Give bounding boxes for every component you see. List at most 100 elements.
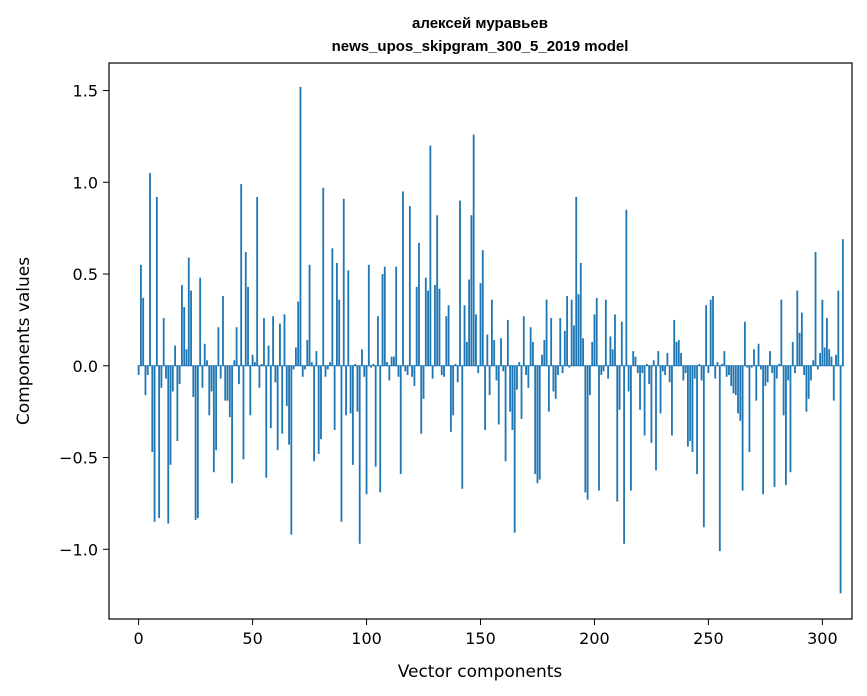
bar-component-63 — [281, 365, 284, 434]
bar-component-309 — [841, 239, 844, 366]
bar-component-162 — [506, 319, 509, 366]
chart-title-line-2: news_upos_skipgram_300_5_2019 model — [332, 38, 629, 55]
bar-component-64 — [283, 314, 286, 366]
bar-component-50 — [251, 354, 254, 366]
bar-component-150 — [479, 283, 482, 366]
bar-component-37 — [222, 296, 224, 366]
bar-component-237 — [677, 340, 680, 366]
bar-component-201 — [595, 297, 598, 366]
bar-component-205 — [604, 299, 607, 366]
bar-component-130 — [434, 285, 436, 366]
bar-component-96 — [356, 365, 359, 412]
bar-component-137 — [449, 365, 452, 432]
bar-component-57 — [267, 345, 270, 366]
bar-component-82 — [324, 365, 327, 377]
bar-component-90 — [342, 198, 345, 366]
bar-component-280 — [775, 365, 778, 379]
bar-component-132 — [438, 288, 441, 366]
bar-component-81 — [322, 187, 325, 366]
bar-component-80 — [320, 365, 322, 440]
bar-component-214 — [625, 209, 628, 366]
bar-component-235 — [673, 319, 676, 366]
bar-series — [137, 86, 844, 594]
bar-component-116 — [402, 191, 404, 366]
bar-component-144 — [465, 341, 468, 366]
bar-component-244 — [693, 365, 696, 379]
bar-component-189 — [568, 365, 571, 368]
bar-component-217 — [632, 351, 635, 366]
bar-component-9 — [158, 365, 161, 519]
bar-component-285 — [787, 365, 790, 381]
bar-component-230 — [661, 365, 664, 372]
bar-component-29 — [203, 343, 206, 366]
bar-component-188 — [566, 296, 569, 366]
bar-component-158 — [497, 365, 500, 425]
chart-title-line-1: алексей муравьев — [412, 15, 548, 32]
bar-component-240 — [684, 365, 687, 374]
bar-component-191 — [573, 325, 575, 366]
x-tick-label: 250 — [693, 629, 724, 648]
bar-component-159 — [500, 338, 502, 366]
bar-component-177 — [541, 354, 543, 366]
bar-component-281 — [778, 363, 780, 366]
bar-component-232 — [666, 352, 669, 366]
bar-component-101 — [367, 264, 370, 366]
bar-component-6 — [151, 365, 154, 453]
bar-component-95 — [354, 363, 357, 366]
bar-component-19 — [181, 285, 183, 366]
bar-component-104 — [374, 365, 377, 467]
bar-component-253 — [714, 365, 717, 379]
bar-component-11 — [162, 318, 165, 366]
bar-component-200 — [593, 314, 596, 366]
bar-component-61 — [276, 365, 279, 451]
bar-component-215 — [627, 365, 630, 392]
bar-component-125 — [422, 365, 425, 399]
bar-component-279 — [773, 365, 776, 487]
bar-component-192 — [575, 196, 578, 366]
bar-component-44 — [238, 365, 240, 385]
bar-component-256 — [721, 363, 723, 366]
bar-component-0 — [137, 365, 140, 375]
bar-component-209 — [614, 314, 616, 366]
bar-component-249 — [705, 305, 708, 366]
bar-component-156 — [493, 340, 496, 366]
bar-component-146 — [470, 215, 473, 366]
bar-component-207 — [609, 336, 612, 366]
bar-component-271 — [755, 365, 758, 401]
bar-component-134 — [443, 365, 445, 377]
bar-component-32 — [210, 365, 213, 392]
bar-component-264 — [739, 365, 742, 421]
bar-component-242 — [689, 365, 692, 441]
bar-component-234 — [671, 365, 673, 436]
bar-component-12 — [165, 365, 167, 379]
y-tick-label: 1.5 — [73, 82, 98, 101]
bar-component-38 — [224, 365, 227, 401]
bar-component-53 — [258, 365, 261, 388]
bar-component-98 — [361, 349, 363, 366]
bar-component-73 — [304, 365, 306, 370]
bar-component-42 — [233, 360, 236, 366]
bar-component-231 — [664, 365, 667, 375]
bar-component-303 — [828, 349, 831, 366]
bar-component-135 — [445, 316, 448, 366]
bar-component-24 — [192, 365, 195, 397]
bar-component-131 — [436, 215, 439, 366]
bar-component-84 — [329, 362, 331, 366]
bar-component-210 — [616, 365, 619, 502]
bar-component-266 — [743, 321, 746, 366]
bar-component-126 — [424, 277, 427, 366]
bar-component-233 — [668, 365, 671, 383]
bar-component-106 — [379, 365, 382, 493]
bar-component-203 — [600, 365, 603, 375]
bar-component-4 — [146, 365, 149, 375]
bar-component-274 — [762, 365, 765, 495]
bar-component-229 — [659, 365, 662, 414]
bar-component-171 — [527, 365, 530, 388]
bar-component-245 — [696, 365, 698, 475]
bar-component-40 — [228, 365, 231, 418]
bar-component-76 — [310, 362, 313, 366]
bar-component-58 — [269, 365, 272, 429]
bar-component-36 — [219, 365, 222, 379]
bar-component-89 — [340, 365, 343, 522]
bar-component-306 — [835, 354, 837, 366]
